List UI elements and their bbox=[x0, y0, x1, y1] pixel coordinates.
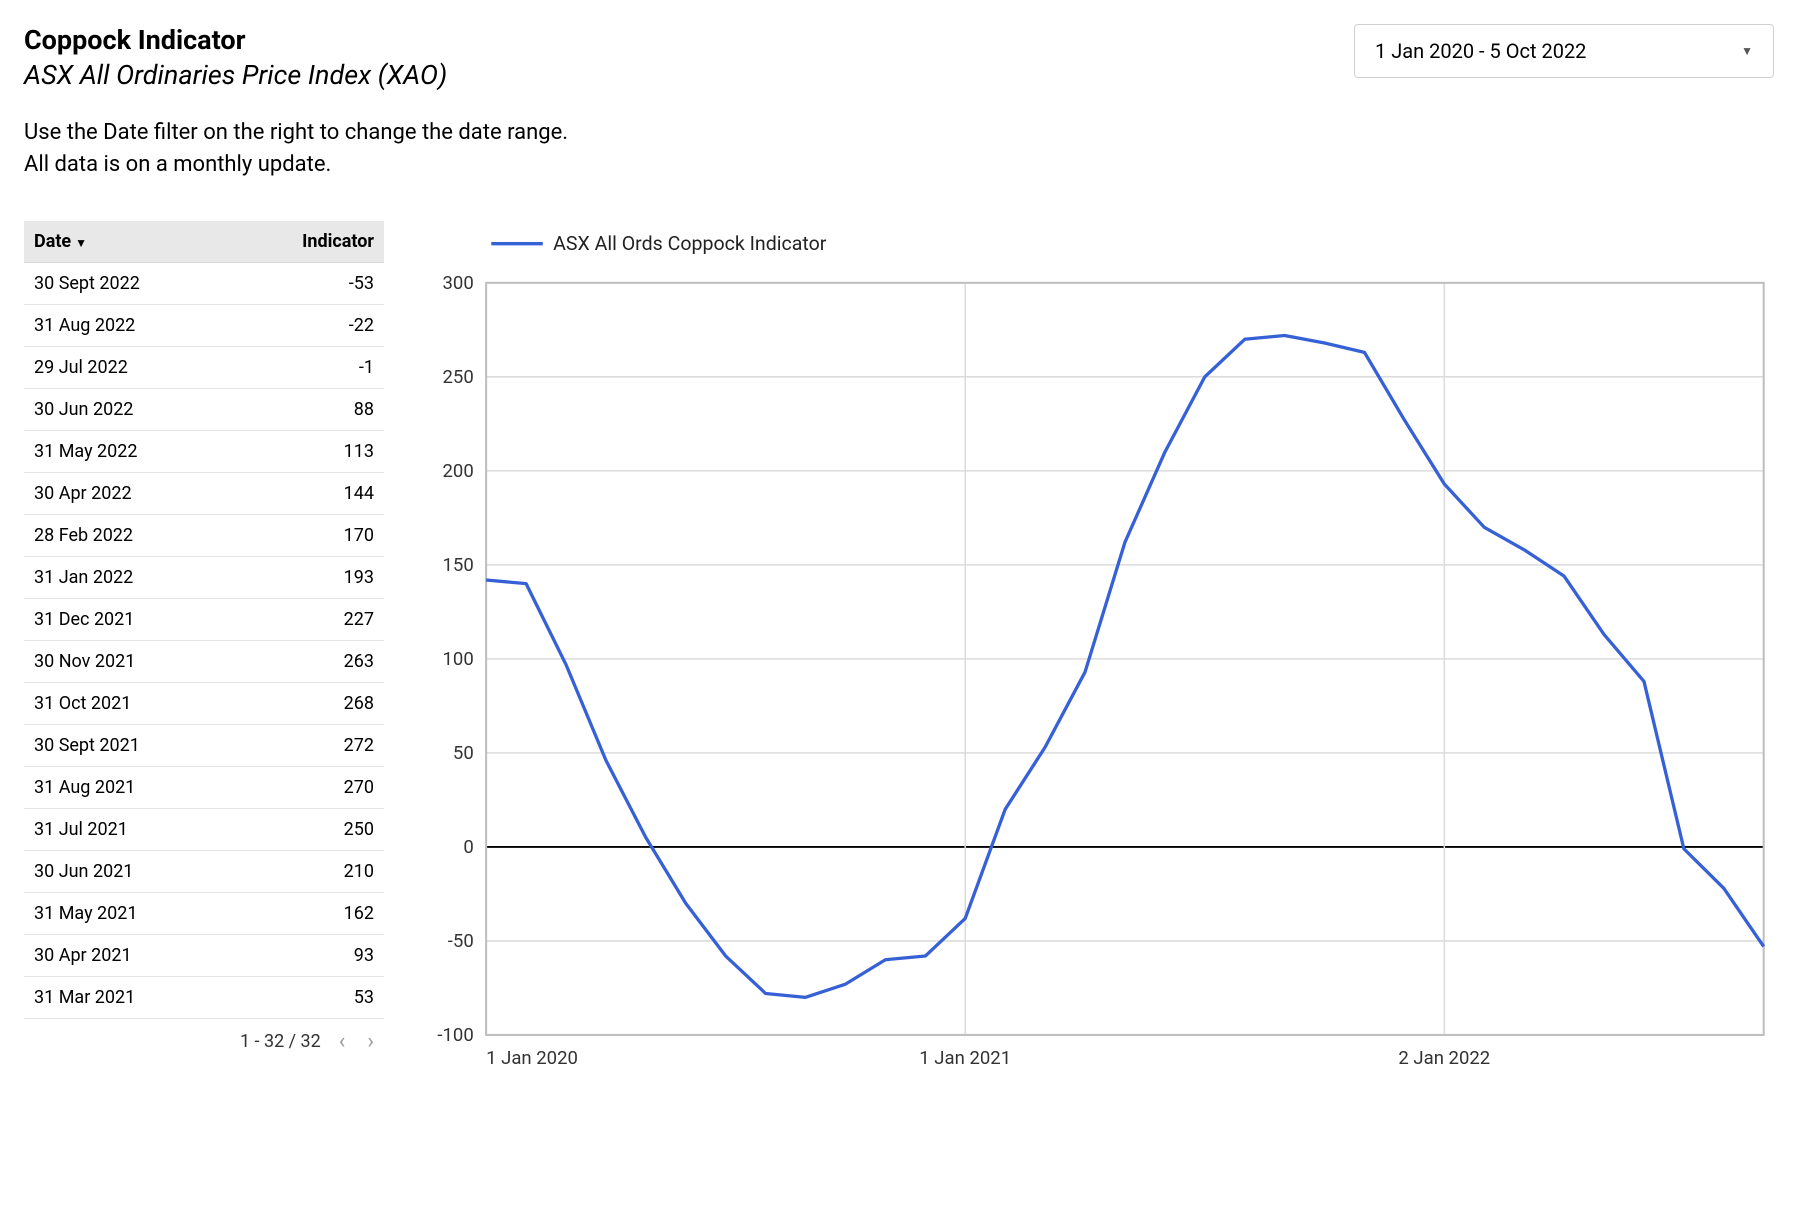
cell-date: 30 Nov 2021 bbox=[24, 641, 232, 683]
y-axis-tick-label: -50 bbox=[448, 930, 474, 952]
table-row[interactable]: 30 Apr 202193 bbox=[24, 935, 384, 977]
x-axis-tick-label: 1 Jan 2020 bbox=[486, 1047, 578, 1069]
table-row[interactable]: 30 Sept 2022-53 bbox=[24, 263, 384, 305]
page-title: Coppock Indicator bbox=[24, 24, 447, 56]
chart-container: ASX All Ords Coppock Indicator -100 -50 0 50… bbox=[414, 221, 1774, 1086]
table-row[interactable]: 30 Apr 2022144 bbox=[24, 473, 384, 515]
cell-date: 30 Apr 2022 bbox=[24, 473, 232, 515]
cell-value: 113 bbox=[232, 431, 384, 473]
cell-date: 31 Mar 2021 bbox=[24, 977, 232, 1019]
table-row[interactable]: 31 Aug 2021270 bbox=[24, 767, 384, 809]
cell-date: 30 Apr 2021 bbox=[24, 935, 232, 977]
cell-value: 270 bbox=[232, 767, 384, 809]
y-axis-tick-label: 100 bbox=[443, 648, 474, 670]
note-line-2: All data is on a monthly update. bbox=[24, 152, 331, 177]
cell-date: 30 Sept 2021 bbox=[24, 725, 232, 767]
pager-range: 1 - 32 / 32 bbox=[240, 1031, 321, 1052]
table-row[interactable]: 31 Mar 202153 bbox=[24, 977, 384, 1019]
cell-value: 263 bbox=[232, 641, 384, 683]
table-row[interactable]: 30 Jun 2021210 bbox=[24, 851, 384, 893]
date-range-filter[interactable]: 1 Jan 2020 - 5 Oct 2022 ▼ bbox=[1354, 24, 1774, 78]
cell-value: 88 bbox=[232, 389, 384, 431]
table-row[interactable]: 31 May 2022113 bbox=[24, 431, 384, 473]
cell-date: 31 Aug 2022 bbox=[24, 305, 232, 347]
table-row[interactable]: 30 Jun 202288 bbox=[24, 389, 384, 431]
cell-date: 31 May 2021 bbox=[24, 893, 232, 935]
table-row[interactable]: 31 May 2021162 bbox=[24, 893, 384, 935]
data-table-wrapper: Date▼ Indicator 30 Sept 2022-5331 Aug 20… bbox=[24, 221, 384, 1054]
cell-value: 250 bbox=[232, 809, 384, 851]
pager-prev-icon[interactable]: ‹ bbox=[335, 1029, 350, 1054]
y-axis-tick-label: 250 bbox=[443, 366, 474, 388]
cell-value: -1 bbox=[232, 347, 384, 389]
cell-date: 31 Jan 2022 bbox=[24, 557, 232, 599]
cell-value: 227 bbox=[232, 599, 384, 641]
y-axis-tick-label: 300 bbox=[443, 272, 474, 294]
cell-date: 31 Jul 2021 bbox=[24, 809, 232, 851]
cell-date: 31 May 2022 bbox=[24, 431, 232, 473]
cell-value: -53 bbox=[232, 263, 384, 305]
table-row[interactable]: 30 Nov 2021263 bbox=[24, 641, 384, 683]
line-chart: ASX All Ords Coppock Indicator -100 -50 0 50… bbox=[414, 221, 1774, 1086]
table-row[interactable]: 31 Aug 2022-22 bbox=[24, 305, 384, 347]
table-pager: 1 - 32 / 32 ‹ › bbox=[24, 1019, 384, 1054]
cell-value: 193 bbox=[232, 557, 384, 599]
page-subtitle: ASX All Ordinaries Price Index (XAO) bbox=[24, 58, 447, 93]
table-row[interactable]: 29 Jul 2022-1 bbox=[24, 347, 384, 389]
y-axis-tick-label: -100 bbox=[437, 1024, 473, 1046]
table-row[interactable]: 30 Sept 2021272 bbox=[24, 725, 384, 767]
cell-value: 53 bbox=[232, 977, 384, 1019]
cell-value: 93 bbox=[232, 935, 384, 977]
cell-date: 30 Jun 2022 bbox=[24, 389, 232, 431]
series-line bbox=[486, 336, 1764, 998]
sort-desc-icon: ▼ bbox=[75, 236, 87, 250]
y-axis-tick-label: 200 bbox=[443, 460, 474, 482]
x-axis-tick-label: 2 Jan 2022 bbox=[1398, 1047, 1490, 1069]
table-row[interactable]: 31 Oct 2021268 bbox=[24, 683, 384, 725]
y-axis-tick-label: 50 bbox=[453, 742, 474, 764]
cell-value: 170 bbox=[232, 515, 384, 557]
y-axis-tick-label: 150 bbox=[443, 554, 474, 576]
data-table: Date▼ Indicator 30 Sept 2022-5331 Aug 20… bbox=[24, 221, 384, 1019]
cell-date: 31 Dec 2021 bbox=[24, 599, 232, 641]
y-axis-tick-label: 0 bbox=[463, 836, 473, 858]
cell-value: 144 bbox=[232, 473, 384, 515]
note-line-1: Use the Date filter on the right to chan… bbox=[24, 120, 568, 145]
table-row[interactable]: 31 Jul 2021250 bbox=[24, 809, 384, 851]
cell-date: 29 Jul 2022 bbox=[24, 347, 232, 389]
cell-value: 210 bbox=[232, 851, 384, 893]
cell-value: -22 bbox=[232, 305, 384, 347]
cell-date: 30 Sept 2022 bbox=[24, 263, 232, 305]
legend-label: ASX All Ords Coppock Indicator bbox=[553, 232, 827, 255]
column-header-indicator[interactable]: Indicator bbox=[232, 221, 384, 263]
cell-date: 28 Feb 2022 bbox=[24, 515, 232, 557]
table-row[interactable]: 28 Feb 2022170 bbox=[24, 515, 384, 557]
date-range-label: 1 Jan 2020 - 5 Oct 2022 bbox=[1375, 39, 1586, 63]
cell-date: 31 Aug 2021 bbox=[24, 767, 232, 809]
cell-value: 268 bbox=[232, 683, 384, 725]
cell-value: 272 bbox=[232, 725, 384, 767]
cell-date: 30 Jun 2021 bbox=[24, 851, 232, 893]
table-row[interactable]: 31 Dec 2021227 bbox=[24, 599, 384, 641]
column-header-date-label: Date bbox=[34, 231, 71, 252]
pager-next-icon[interactable]: › bbox=[363, 1029, 378, 1054]
table-row[interactable]: 31 Jan 2022193 bbox=[24, 557, 384, 599]
chevron-down-icon: ▼ bbox=[1741, 44, 1753, 58]
column-header-date[interactable]: Date ▼ bbox=[24, 221, 232, 263]
cell-date: 31 Oct 2021 bbox=[24, 683, 232, 725]
x-axis-tick-label: 1 Jan 2021 bbox=[919, 1047, 1011, 1069]
cell-value: 162 bbox=[232, 893, 384, 935]
